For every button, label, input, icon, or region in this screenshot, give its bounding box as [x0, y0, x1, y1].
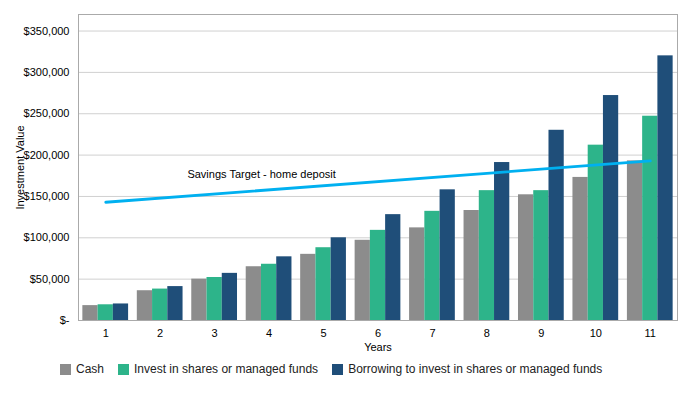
svg-text:8: 8 [484, 327, 490, 339]
svg-text:$300,000: $300,000 [24, 66, 70, 78]
svg-text:Years: Years [364, 341, 392, 353]
svg-text:11: 11 [645, 327, 656, 339]
svg-text:3: 3 [212, 327, 218, 339]
svg-text:7: 7 [429, 327, 435, 339]
svg-text:$50,000: $50,000 [30, 273, 70, 285]
svg-text:$250,000: $250,000 [24, 107, 70, 119]
svg-text:$-: $- [60, 314, 70, 326]
svg-text:1: 1 [103, 327, 109, 339]
svg-text:6: 6 [375, 327, 381, 339]
svg-text:10: 10 [590, 327, 602, 339]
svg-text:9: 9 [538, 327, 544, 339]
svg-text:4: 4 [266, 327, 272, 339]
svg-text:$350,000: $350,000 [24, 25, 70, 37]
html-text:Borrowing to invest in shares: Borrowing to invest in shares or managed… [348, 362, 603, 376]
svg-text:$200,000: $200,000 [24, 149, 70, 161]
svg-text:Savings Target - home deposit: Savings Target - home deposit [187, 168, 335, 180]
svg-text:Investment Value: Investment Value [14, 125, 26, 209]
svg-text:$150,000: $150,000 [24, 190, 70, 202]
svg-text:2: 2 [157, 327, 163, 339]
svg-text:5: 5 [320, 327, 326, 339]
svg-text:$100,000: $100,000 [24, 231, 70, 243]
html-text:Cash: Cash [76, 362, 104, 376]
html-text:Invest in shares or managed fu: Invest in shares or managed funds [134, 362, 319, 376]
